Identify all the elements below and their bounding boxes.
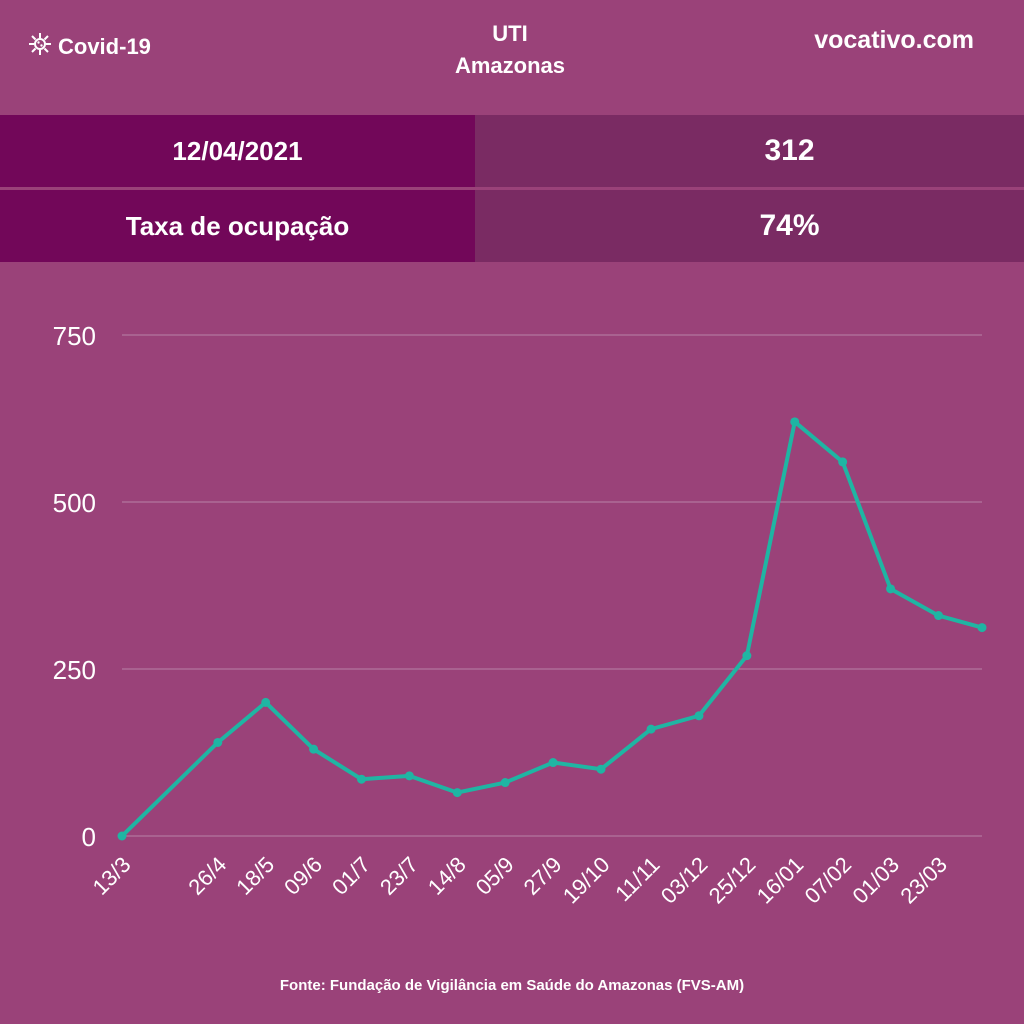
data-point bbox=[213, 737, 223, 747]
source-note: Fonte: Fundação de Vigilância em Saúde d… bbox=[279, 977, 745, 994]
title-line-1: UTI bbox=[492, 21, 528, 46]
brand-label: Covid-19 bbox=[58, 34, 151, 59]
x-tick-label: 01/03 bbox=[847, 852, 904, 909]
brand: Covid-19 bbox=[28, 32, 151, 62]
x-tick-label: 09/6 bbox=[279, 852, 327, 900]
data-point bbox=[309, 744, 319, 754]
stat-value: 312 bbox=[475, 115, 1024, 187]
x-tick-label: 16/01 bbox=[752, 852, 809, 909]
title-line-2: Amazonas bbox=[454, 53, 566, 78]
data-point bbox=[548, 758, 558, 768]
data-point bbox=[452, 788, 462, 798]
x-tick-label: 11/11 bbox=[610, 852, 664, 906]
stat-label: 12/04/2021 bbox=[0, 115, 475, 187]
data-point bbox=[790, 417, 800, 427]
data-point bbox=[404, 771, 414, 781]
data-point bbox=[117, 831, 127, 841]
line-chart: 0 250 500 750 13/3 26/4 18/5 09/6 01/7 23/7 14/8 05… bbox=[53, 321, 987, 909]
data-point bbox=[356, 774, 366, 784]
x-tick-label: 01/7 bbox=[327, 852, 375, 900]
data-point bbox=[694, 711, 704, 721]
x-tick-label: 23/7 bbox=[375, 852, 423, 900]
x-tick-label: 13/3 bbox=[88, 852, 136, 900]
y-tick-label: 500 bbox=[53, 488, 96, 518]
y-tick-label: 250 bbox=[53, 655, 96, 685]
data-point bbox=[838, 457, 848, 467]
x-tick-label: 23/03 bbox=[895, 852, 952, 909]
y-tick-label: 0 bbox=[82, 822, 96, 852]
x-tick-label: 19/10 bbox=[558, 852, 615, 909]
x-tick-label: 07/02 bbox=[800, 852, 857, 909]
site-link[interactable]: vocativo.com bbox=[814, 26, 974, 54]
data-point bbox=[261, 697, 271, 707]
x-tick-label: 05/9 bbox=[471, 852, 519, 900]
x-tick-label: 25/12 bbox=[704, 852, 761, 909]
data-point bbox=[977, 623, 987, 633]
x-tick-label: 03/12 bbox=[656, 852, 713, 909]
x-tick-label: 18/5 bbox=[231, 852, 279, 900]
y-tick-label: 750 bbox=[53, 321, 96, 351]
data-point bbox=[500, 778, 510, 788]
series-line bbox=[120, 419, 983, 838]
stat-row-date: 12/04/2021 312 bbox=[0, 115, 1024, 187]
data-point bbox=[596, 764, 606, 774]
stat-row-occupancy: Taxa de ocupação 74% bbox=[0, 190, 1024, 262]
stat-value: 74% bbox=[475, 190, 1024, 262]
stat-label: Taxa de ocupação bbox=[0, 190, 475, 262]
data-point bbox=[886, 584, 896, 594]
x-tick-label: 26/4 bbox=[183, 852, 231, 900]
data-point bbox=[933, 611, 943, 621]
x-tick-label: 14/8 bbox=[423, 852, 471, 900]
data-point bbox=[646, 724, 656, 734]
virus-icon bbox=[28, 32, 52, 62]
page-title: UTI Amazonas bbox=[340, 18, 680, 82]
data-point bbox=[742, 651, 752, 661]
